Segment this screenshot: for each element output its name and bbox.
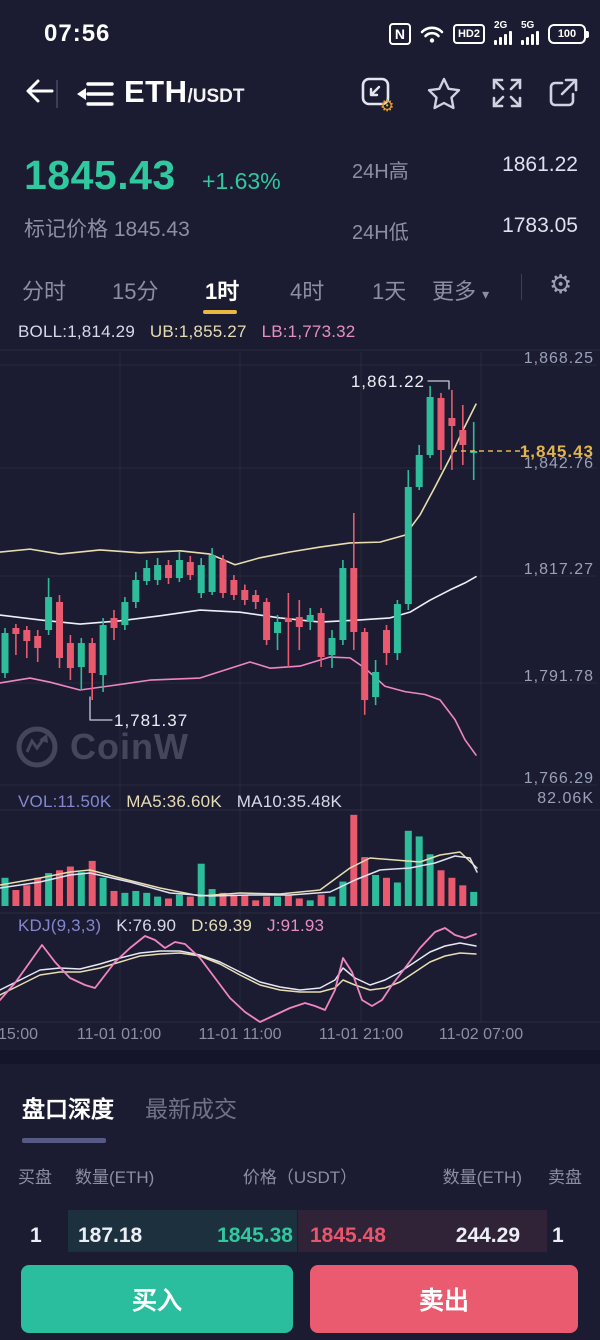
time-tick: 11-02 07:00 — [438, 1026, 524, 1043]
svg-text:1,791.78: 1,791.78 — [524, 668, 594, 685]
tab-timeshare[interactable]: 分时 — [22, 279, 67, 304]
section-divider — [0, 1050, 600, 1064]
high-24h-label: 24H高 — [352, 161, 409, 183]
battery-icon: 100 — [548, 24, 589, 44]
active-depth-tab-underline — [22, 1138, 106, 1143]
svg-text:1,817.27: 1,817.27 — [524, 561, 594, 578]
time-axis: 15:00 11-01 01:00 11-01 11:00 11-01 21:0… — [0, 1026, 600, 1046]
boll-ub-value: UB:1,855.27 — [149, 322, 247, 341]
time-tick: 11-01 21:00 — [318, 1026, 404, 1043]
time-tick: 11-01 11:00 — [198, 1026, 282, 1043]
col-header-buy-side: 买盘 — [18, 1168, 52, 1187]
kdj-params: KDJ(9,3,3) — [18, 916, 102, 935]
last-price: 1845.43 — [24, 152, 176, 198]
bid-rank: 1 — [30, 1224, 42, 1247]
col-header-amount-right: 数量(ETH) — [442, 1168, 522, 1187]
price-change-percent: +1.63% — [202, 168, 281, 194]
svg-text:1,861.22: 1,861.22 — [351, 372, 425, 391]
buy-button[interactable]: 买入 — [21, 1265, 293, 1333]
tab-15min[interactable]: 15分 — [112, 279, 159, 304]
favorite-star-icon[interactable] — [426, 76, 462, 112]
wifi-icon — [420, 26, 444, 43]
kdj-readout: KDJ(9,3,3) K:76.90 D:69.39 J:91.93 — [18, 916, 334, 936]
time-tick: 11-01 01:00 — [76, 1026, 162, 1043]
svg-text:1,845.43: 1,845.43 — [520, 442, 594, 461]
volume-readout: VOL:11.50K MA5:36.60K MA10:35.48K — [18, 792, 352, 812]
tab-more[interactable]: 更多 ▾ — [432, 279, 490, 304]
vol-ma5-value: MA5:36.60K — [126, 792, 222, 811]
col-header-price: 价格（USDT） — [242, 1168, 358, 1187]
svg-text:1,868.25: 1,868.25 — [524, 350, 594, 367]
svg-text:1,842.76: 1,842.76 — [524, 455, 594, 472]
signal-5g-icon: 5G — [521, 20, 539, 45]
share-icon[interactable] — [546, 76, 580, 110]
kdj-j-value: J:91.93 — [267, 916, 325, 935]
symbol-pair[interactable]: ETH /USDT — [124, 74, 245, 110]
base-symbol: ETH — [124, 74, 188, 109]
bid-depth-bar — [68, 1210, 297, 1252]
svg-text:82.06K: 82.06K — [537, 790, 594, 807]
boll-mid-value: BOLL:1,814.29 — [18, 322, 135, 341]
tab-latest-trades[interactable]: 最新成交 — [145, 1096, 237, 1122]
kdj-k-value: K:76.90 — [116, 916, 177, 935]
watermark: CoinW — [14, 724, 189, 770]
tab-4hour[interactable]: 4时 — [290, 279, 325, 304]
ask-amount: 244.29 — [455, 1224, 520, 1247]
divider — [56, 80, 58, 108]
boll-readout: BOLL:1,814.29 UB:1,855.27 LB:1,773.32 — [18, 322, 365, 342]
vol-value: VOL:11.50K — [18, 792, 112, 811]
coinw-logo-icon — [16, 726, 58, 768]
low-24h-label: 24H低 — [352, 222, 409, 244]
timeframe-tabs: 分时 15分 1时 4时 1天 更多 ▾ ⚙ — [0, 268, 600, 318]
header: ETH /USDT ⚙ — [0, 62, 600, 126]
watermark-text: CoinW — [70, 726, 189, 767]
divider — [521, 274, 522, 300]
clock: 07:56 — [44, 20, 111, 47]
tab-order-book-depth[interactable]: 盘口深度 — [22, 1096, 114, 1122]
ask-price[interactable]: 1845.48 — [310, 1224, 386, 1247]
high-24h-value: 1861.22 — [502, 153, 578, 176]
col-header-sell-side: 卖盘 — [548, 1168, 582, 1187]
chart-settings-icon[interactable]: ⚙ — [360, 76, 396, 112]
tab-1hour[interactable]: 1时 — [205, 279, 240, 304]
bid-price[interactable]: 1845.38 — [217, 1224, 293, 1247]
active-tab-underline — [203, 310, 237, 314]
boll-lb-value: LB:1,773.32 — [261, 322, 356, 341]
nfc-icon: N — [388, 23, 411, 45]
col-header-amount-left: 数量(ETH) — [75, 1168, 155, 1187]
indicator-settings-gear-icon[interactable]: ⚙ — [549, 269, 573, 299]
ask-rank: 1 — [552, 1224, 564, 1247]
kdj-d-value: D:69.39 — [191, 916, 253, 935]
svg-text:1,766.29: 1,766.29 — [524, 770, 594, 787]
back-icon[interactable] — [22, 76, 56, 106]
status-bar: 07:56 N HD2 2G 5G 100 — [0, 0, 600, 56]
hd-voice-icon: HD2 — [452, 24, 485, 44]
bid-amount: 187.18 — [78, 1224, 143, 1247]
mark-price: 标记价格 1845.43 — [24, 218, 190, 241]
chevron-down-icon: ▾ — [482, 286, 490, 302]
vol-ma10-value: MA10:35.48K — [236, 792, 343, 811]
fullscreen-icon[interactable] — [490, 76, 524, 110]
quote-symbol: /USDT — [187, 86, 245, 107]
signal-2g-icon: 2G — [494, 20, 512, 45]
ask-depth-bar — [298, 1210, 547, 1252]
tab-1day[interactable]: 1天 — [372, 279, 407, 304]
gear-glyph: ⚙ — [380, 98, 394, 112]
sell-button[interactable]: 卖出 — [310, 1265, 578, 1333]
low-24h-value: 1783.05 — [502, 214, 578, 237]
market-list-icon[interactable] — [76, 80, 114, 108]
time-tick: 15:00 — [0, 1026, 39, 1043]
